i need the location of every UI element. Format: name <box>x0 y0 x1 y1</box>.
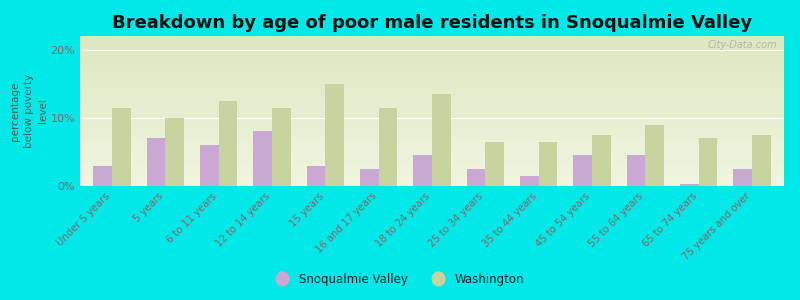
Bar <box>166 118 184 186</box>
Bar <box>698 138 718 186</box>
Bar <box>94 166 112 186</box>
Y-axis label: percentage
below poverty
level: percentage below poverty level <box>10 74 48 148</box>
Text: City-Data.com: City-Data.com <box>707 40 777 50</box>
Bar <box>520 176 538 186</box>
Bar <box>254 131 272 186</box>
Bar <box>272 108 290 186</box>
Bar <box>574 155 592 186</box>
Bar <box>306 166 326 186</box>
Bar <box>752 135 770 186</box>
Bar <box>414 155 432 186</box>
Bar <box>432 94 450 186</box>
Bar <box>326 84 344 186</box>
Bar <box>626 155 646 186</box>
Bar <box>646 124 664 186</box>
Legend: Snoqualmie Valley, Washington: Snoqualmie Valley, Washington <box>270 269 530 291</box>
Bar <box>680 184 698 186</box>
Bar <box>486 142 504 186</box>
Title: Breakdown by age of poor male residents in Snoqualmie Valley: Breakdown by age of poor male residents … <box>112 14 752 32</box>
Bar <box>592 135 610 186</box>
Bar <box>200 145 218 186</box>
Bar <box>466 169 486 186</box>
Bar <box>734 169 752 186</box>
Bar <box>112 108 130 186</box>
Bar <box>218 101 238 186</box>
Bar <box>146 138 166 186</box>
Bar <box>360 169 378 186</box>
Bar <box>538 142 558 186</box>
Bar <box>378 108 398 186</box>
